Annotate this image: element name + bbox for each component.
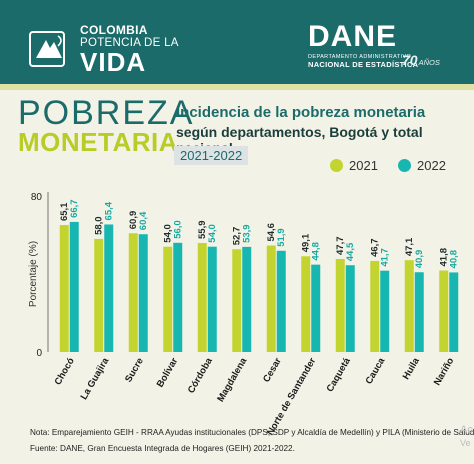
bar-2021 <box>370 260 380 352</box>
x-tick-label: Huila <box>401 355 422 381</box>
data-label-2021: 55,9 <box>197 220 208 239</box>
bar-2021 <box>59 225 69 352</box>
x-tick-label: Bolívar <box>155 356 181 390</box>
decorative-strip <box>0 84 474 90</box>
data-label-2021: 60,9 <box>128 211 139 230</box>
x-tick-label: Sucre <box>123 356 146 384</box>
data-label-2022: 40,8 <box>449 250 460 269</box>
brand-line-1: COLOMBIA <box>80 23 148 37</box>
main-title-line-2: MONETARIA <box>18 127 179 157</box>
bar-2021 <box>335 258 345 352</box>
x-tick-label: La Guajira <box>79 355 112 401</box>
bar-2022 <box>276 250 286 352</box>
chart-subtitle-1: Incidencia de la pobreza monetaria <box>176 104 426 121</box>
anniversary-badge: 70AÑOS <box>402 52 440 70</box>
y-tick-label: 0 <box>36 348 42 359</box>
data-label-2021: 47,1 <box>404 237 415 256</box>
legend-swatch-2022 <box>398 159 411 172</box>
data-label-2021: 49,1 <box>301 233 312 252</box>
data-label-2021: 46,7 <box>370 238 381 257</box>
x-tick-label: Cesar <box>261 356 284 385</box>
bar-2022 <box>380 270 390 352</box>
bar-2021 <box>197 242 207 352</box>
data-label-2022: 41,7 <box>380 248 391 267</box>
dane-name: DANE <box>308 20 398 53</box>
header-banner: COLOMBIA POTENCIA DE LA VIDA DANE DEPART… <box>0 0 474 84</box>
bar-2022 <box>173 242 183 352</box>
legend-item-2021: 2021 <box>330 158 378 173</box>
data-label-2021: 52,7 <box>232 227 243 246</box>
bar-2022 <box>414 272 424 352</box>
data-label-2021: 54,0 <box>163 224 174 243</box>
brand-line-3: VIDA <box>80 46 147 77</box>
anniversary-text: AÑOS <box>418 58 440 67</box>
data-label-2021: 41,8 <box>439 248 450 267</box>
data-label-2022: 56,0 <box>173 220 184 239</box>
x-tick-label: Caquetá <box>325 355 354 394</box>
legend-label-2022: 2022 <box>417 158 446 173</box>
x-tick-label: Cauca <box>364 355 388 386</box>
legend-item-2022: 2022 <box>398 158 446 173</box>
main-title-line-1: POBREZA <box>18 94 195 132</box>
dane-logo: DANE DEPARTAMENTO ADMINISTRATIVO NACIONA… <box>308 20 419 70</box>
y-axis-label: Porcentaje (%) <box>28 241 39 307</box>
bar-2021 <box>301 256 311 352</box>
years-badge: 2021-2022 <box>174 146 249 165</box>
bar-2021 <box>94 238 104 352</box>
x-tick-label: Magdalena <box>215 355 249 404</box>
brand-line-2: POTENCIA DE LA <box>80 36 179 49</box>
bar-2022 <box>69 221 79 352</box>
bar-2022 <box>449 272 459 352</box>
footer-note: Nota: Emparejamiento GEIH - RRAA Ayudas … <box>30 428 474 437</box>
bar-2021 <box>439 270 449 352</box>
dane-subtitle-1: DEPARTAMENTO ADMINISTRATIVO <box>308 54 412 60</box>
data-label-2022: 60,4 <box>138 211 149 230</box>
x-tick-label: Córdoba <box>186 355 215 395</box>
bar-2022 <box>311 264 321 352</box>
colombia-logo-icon <box>29 31 65 67</box>
colombia-brand: COLOMBIA POTENCIA DE LA VIDA <box>80 24 179 76</box>
footer-source: Fuente: DANE, Gran Encuesta Integrada de… <box>30 444 295 453</box>
data-label-2022: 51,9 <box>276 228 287 247</box>
watermark-line-2: Ve <box>460 438 471 448</box>
bar-2022 <box>345 265 355 352</box>
data-label-2021: 47,7 <box>335 236 346 255</box>
legend-label-2021: 2021 <box>349 158 378 173</box>
data-label-2021: 58,0 <box>94 216 105 235</box>
bar-2021 <box>163 246 173 352</box>
x-tick-label: Chocó <box>53 356 77 387</box>
data-label-2022: 53,9 <box>242 224 253 243</box>
data-label-2021: 54,6 <box>266 223 277 242</box>
data-label-2022: 54,0 <box>207 224 218 243</box>
x-tick-label: Nariño <box>432 356 457 388</box>
bar-2022 <box>207 246 217 352</box>
data-label-2022: 40,9 <box>414 250 425 269</box>
bar-2021 <box>232 249 242 352</box>
legend-swatch-2021 <box>330 159 343 172</box>
bar-2021 <box>266 245 276 352</box>
data-label-2021: 65,1 <box>59 202 70 221</box>
y-tick-label: 80 <box>31 192 43 203</box>
bar-2022 <box>242 246 252 352</box>
bar-2021 <box>128 233 138 352</box>
bar-2022 <box>138 234 148 352</box>
data-label-2022: 44,5 <box>345 242 356 261</box>
data-label-2022: 44,8 <box>311 242 322 261</box>
anniversary-number: 70 <box>402 52 418 68</box>
watermark-line-1: Ac <box>460 424 473 436</box>
data-label-2022: 65,4 <box>104 201 115 220</box>
bar-2022 <box>104 224 114 352</box>
bar-2021 <box>404 260 414 352</box>
dane-subtitle-2: NACIONAL DE ESTADÍSTICA <box>308 60 419 69</box>
data-label-2022: 66,7 <box>69 199 80 218</box>
